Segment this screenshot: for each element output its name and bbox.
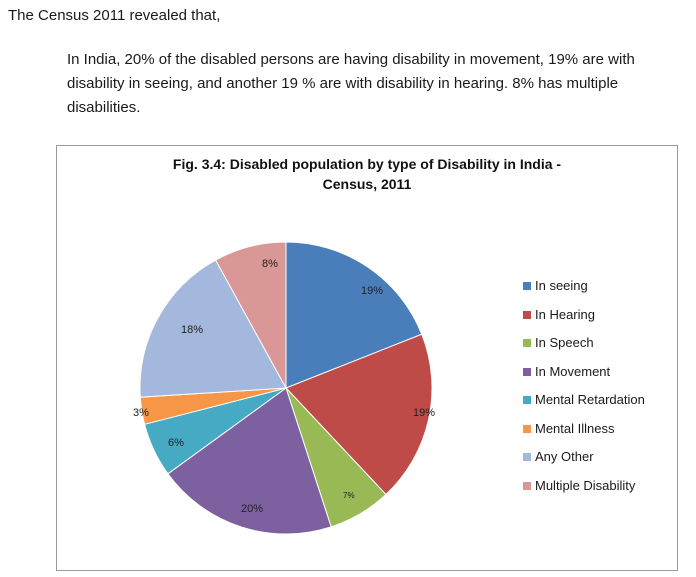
pie-slice-any-other	[139, 259, 287, 398]
legend-item-in-movement: In Movement	[523, 364, 645, 393]
chart-title: Fig. 3.4: Disabled population by type of…	[57, 154, 677, 194]
legend-swatch	[523, 367, 531, 376]
legend-item-any-other: Any Other	[523, 449, 645, 478]
slice-label-multiple-disability: 8%	[262, 258, 278, 270]
slice-label-in-speech: 7%	[343, 491, 355, 500]
legend-item-mental-retardation: Mental Retardation	[523, 392, 645, 421]
slice-label-in-hearing: 19%	[413, 407, 435, 419]
legend-swatch	[523, 339, 531, 347]
legend-label: In Speech	[535, 335, 594, 350]
chart-title-line-1: Fig. 3.4: Disabled population by type of…	[172, 156, 562, 172]
legend-item-mental-illness: Mental Illness	[523, 421, 645, 450]
chart-legend: In seeing In Hearing In Speech In Movement M…	[523, 278, 645, 506]
legend-swatch	[523, 396, 531, 404]
body-paragraph: In India, 20% of the disabled persons ar…	[67, 51, 635, 116]
legend-label: Mental Retardation	[535, 392, 645, 407]
legend-swatch	[523, 481, 531, 490]
slice-label-mental-illness: 3%	[133, 407, 149, 419]
slice-label-in-movement: 20%	[241, 503, 263, 515]
pie-slice-in-hearing	[285, 333, 433, 496]
legend-swatch	[523, 282, 531, 290]
pie-slice-in-seeing	[285, 241, 423, 389]
legend-item-multiple-disability: Multiple Disability	[523, 478, 645, 507]
slice-label-mental-retardation: 6%	[168, 437, 184, 449]
legend-item-in-hearing: In Hearing	[523, 307, 645, 336]
legend-label: In seeing	[535, 278, 588, 293]
legend-swatch	[523, 424, 531, 433]
pie-plot-area: 19% 19% 7% 20% 6% 3% 18% 8%	[133, 241, 435, 535]
legend-label: Any Other	[535, 449, 594, 464]
legend-label: In Hearing	[535, 306, 595, 322]
legend-item-in-speech: In Speech	[523, 335, 645, 364]
intro-text: The Census 2011 revealed that,	[8, 7, 221, 24]
slice-label-any-other: 18%	[181, 324, 203, 336]
legend-label: Multiple Disability	[535, 477, 636, 493]
slice-label-in-seeing: 19%	[361, 285, 383, 297]
pie-chart: Fig. 3.4: Disabled population by type of…	[56, 145, 678, 571]
legend-label: Mental Illness	[535, 420, 615, 436]
legend-swatch	[523, 453, 531, 461]
legend-item-in-seeing: In seeing	[523, 278, 645, 307]
legend-swatch	[523, 310, 531, 319]
legend-label: In Movement	[535, 363, 611, 379]
pie-slice-multiple-disability	[214, 241, 287, 389]
chart-title-line-2: Census, 2011	[322, 176, 412, 192]
pie-slice-in-movement	[167, 387, 332, 535]
